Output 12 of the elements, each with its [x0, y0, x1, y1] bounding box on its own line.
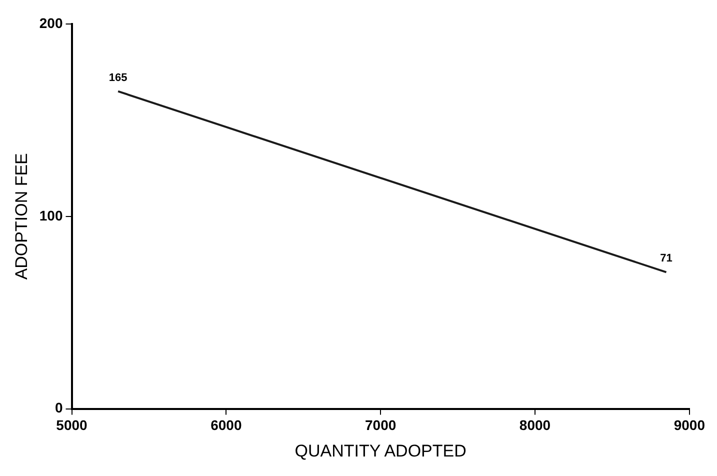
y-axis-title: ADOPTION FEE [12, 153, 31, 280]
y-tick-label: 100 [39, 207, 63, 224]
x-tick-label: 8000 [519, 417, 551, 434]
y-tick-label: 0 [54, 400, 63, 416]
data-label: 165 [108, 72, 128, 84]
x-tick-label: 5000 [56, 417, 88, 434]
x-tick-label: 7000 [365, 417, 396, 434]
y-tick-label: 200 [39, 14, 63, 31]
data-label: 71 [660, 252, 672, 265]
x-tick-label: 9000 [674, 417, 706, 434]
x-tick-label: 6000 [210, 417, 242, 434]
x-axis-title: QUANTITY ADOPTED [294, 441, 466, 460]
